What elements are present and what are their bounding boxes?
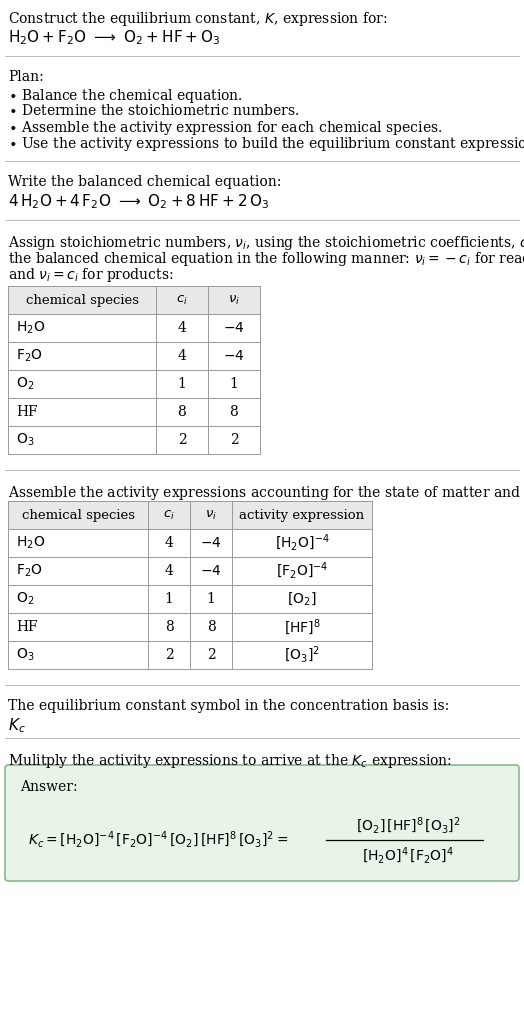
Text: $\mathrm{F_2O}$: $\mathrm{F_2O}$: [16, 563, 43, 579]
Text: 8: 8: [206, 620, 215, 634]
Text: $\nu_i$: $\nu_i$: [205, 508, 217, 522]
Text: Construct the equilibrium constant, $K$, expression for:: Construct the equilibrium constant, $K$,…: [8, 10, 388, 28]
Text: 4: 4: [178, 349, 187, 363]
Text: HF: HF: [16, 620, 38, 634]
Text: 4: 4: [165, 564, 173, 578]
Text: $-4$: $-4$: [223, 321, 245, 335]
Text: $-4$: $-4$: [200, 536, 222, 550]
Text: chemical species: chemical species: [21, 508, 135, 522]
Text: HF: HF: [16, 405, 38, 419]
Text: and $\nu_i = c_i$ for products:: and $\nu_i = c_i$ for products:: [8, 266, 173, 284]
Bar: [8, 501, 372, 529]
Text: $\mathrm{O_2}$: $\mathrm{O_2}$: [16, 591, 34, 607]
Bar: [8, 613, 372, 641]
Text: Write the balanced chemical equation:: Write the balanced chemical equation:: [8, 175, 281, 189]
Text: $\mathrm{H_2O}$: $\mathrm{H_2O}$: [16, 320, 45, 336]
Text: $\nu_i$: $\nu_i$: [228, 293, 240, 306]
Text: $c_i$: $c_i$: [163, 508, 175, 522]
Text: 2: 2: [206, 648, 215, 662]
Text: 2: 2: [230, 433, 238, 447]
Text: 1: 1: [165, 592, 173, 606]
Text: $-4$: $-4$: [200, 564, 222, 578]
Text: $[\mathrm{H_2O}]^{4}\,[\mathrm{F_2O}]^{4}$: $[\mathrm{H_2O}]^{4}\,[\mathrm{F_2O}]^{4…: [362, 845, 454, 866]
Text: $\mathrm{O_2}$: $\mathrm{O_2}$: [16, 376, 34, 392]
Text: $\bullet$ Assemble the activity expression for each chemical species.: $\bullet$ Assemble the activity expressi…: [8, 119, 442, 137]
Text: $\mathrm{O_3}$: $\mathrm{O_3}$: [16, 432, 35, 448]
Text: $[\mathrm{F_2O}]^{-4}$: $[\mathrm{F_2O}]^{-4}$: [276, 561, 328, 581]
Text: Assemble the activity expressions accounting for the state of matter and $\nu_i$: Assemble the activity expressions accoun…: [8, 484, 524, 502]
Bar: [8, 529, 372, 557]
Text: Mulitply the activity expressions to arrive at the $K_c$ expression:: Mulitply the activity expressions to arr…: [8, 752, 452, 770]
Bar: [8, 557, 372, 585]
Text: Answer:: Answer:: [20, 780, 78, 794]
Text: $K_c = [\mathrm{H_2O}]^{-4}\,[\mathrm{F_2O}]^{-4}\,[\mathrm{O_2}]\,[\mathrm{HF}]: $K_c = [\mathrm{H_2O}]^{-4}\,[\mathrm{F_…: [28, 829, 288, 849]
Text: 1: 1: [230, 377, 238, 391]
Bar: [8, 314, 260, 342]
Text: 8: 8: [178, 405, 187, 419]
Text: 4: 4: [178, 321, 187, 335]
Text: Plan:: Plan:: [8, 70, 43, 84]
Text: $4\,\mathrm{H_2O} + 4\,\mathrm{F_2O} \ \longrightarrow \ \mathrm{O_2} + 8\,\math: $4\,\mathrm{H_2O} + 4\,\mathrm{F_2O} \ \…: [8, 192, 269, 210]
Text: The equilibrium constant symbol in the concentration basis is:: The equilibrium constant symbol in the c…: [8, 699, 449, 713]
Bar: [8, 426, 260, 454]
Text: $c_i$: $c_i$: [176, 293, 188, 306]
Text: 2: 2: [165, 648, 173, 662]
Bar: [8, 585, 372, 613]
Text: $\bullet$ Determine the stoichiometric numbers.: $\bullet$ Determine the stoichiometric n…: [8, 103, 299, 118]
Text: 8: 8: [165, 620, 173, 634]
Text: 1: 1: [178, 377, 187, 391]
Text: $\mathrm{F_2O}$: $\mathrm{F_2O}$: [16, 348, 43, 364]
Text: $[\mathrm{HF}]^{8}$: $[\mathrm{HF}]^{8}$: [283, 617, 321, 637]
Text: 4: 4: [165, 536, 173, 550]
Bar: [8, 370, 260, 398]
Text: $[\mathrm{O_2}]\,[\mathrm{HF}]^{8}\,[\mathrm{O_3}]^{2}$: $[\mathrm{O_2}]\,[\mathrm{HF}]^{8}\,[\ma…: [356, 816, 461, 836]
Text: $[\mathrm{O_2}]$: $[\mathrm{O_2}]$: [287, 590, 316, 607]
Text: 2: 2: [178, 433, 187, 447]
Text: chemical species: chemical species: [26, 293, 138, 306]
Bar: [8, 342, 260, 370]
Text: $[\mathrm{O_3}]^{2}$: $[\mathrm{O_3}]^{2}$: [284, 645, 320, 666]
Text: $\mathrm{O_3}$: $\mathrm{O_3}$: [16, 646, 35, 664]
Text: $K_c$: $K_c$: [8, 716, 26, 735]
Bar: [8, 398, 260, 426]
Text: 1: 1: [206, 592, 215, 606]
Text: $\mathrm{H_2O}$: $\mathrm{H_2O}$: [16, 535, 45, 551]
Text: $\bullet$ Balance the chemical equation.: $\bullet$ Balance the chemical equation.: [8, 87, 243, 105]
Text: the balanced chemical equation in the following manner: $\nu_i = -c_i$ for react: the balanced chemical equation in the fo…: [8, 250, 524, 268]
Bar: [8, 641, 372, 669]
FancyBboxPatch shape: [5, 765, 519, 881]
Text: 8: 8: [230, 405, 238, 419]
Text: activity expression: activity expression: [239, 508, 365, 522]
Text: $\bullet$ Use the activity expressions to build the equilibrium constant express: $\bullet$ Use the activity expressions t…: [8, 135, 524, 153]
Text: $[\mathrm{H_2O}]^{-4}$: $[\mathrm{H_2O}]^{-4}$: [275, 533, 330, 553]
Text: $\mathrm{H_2O + F_2O \ \longrightarrow \ O_2 + HF + O_3}$: $\mathrm{H_2O + F_2O \ \longrightarrow \…: [8, 28, 221, 47]
Text: $-4$: $-4$: [223, 349, 245, 363]
Bar: [8, 286, 260, 314]
Text: Assign stoichiometric numbers, $\nu_i$, using the stoichiometric coefficients, $: Assign stoichiometric numbers, $\nu_i$, …: [8, 234, 524, 252]
